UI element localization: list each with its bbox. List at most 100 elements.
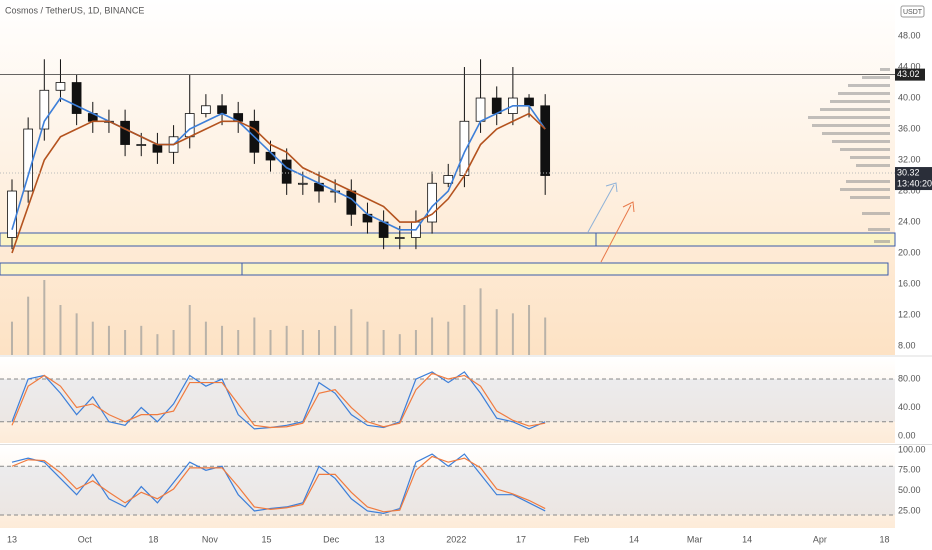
volume-bar xyxy=(91,321,94,355)
volume-bar xyxy=(172,330,175,355)
candle-body xyxy=(71,82,82,114)
candle-body xyxy=(39,89,50,130)
candle-body xyxy=(7,190,17,238)
y-tick-label: 32.00 xyxy=(898,154,921,164)
volume-bar xyxy=(10,321,13,355)
candle-body xyxy=(540,105,551,176)
candle-body xyxy=(184,113,195,138)
band xyxy=(0,466,895,516)
volume-bar xyxy=(269,330,272,355)
y-tick-label: 0.00 xyxy=(898,430,916,440)
candle-body xyxy=(136,144,147,146)
volume-bar xyxy=(140,325,143,355)
candle-body xyxy=(459,120,470,176)
volume-bar xyxy=(27,296,30,355)
volume-bar xyxy=(237,330,240,355)
volume-bar xyxy=(447,321,450,355)
zone xyxy=(0,232,896,247)
volume-bar xyxy=(253,317,256,355)
x-tick-label: Nov xyxy=(202,534,219,544)
y-tick-label: 50.00 xyxy=(898,485,921,495)
candle-body xyxy=(297,182,308,185)
x-tick-label: 13 xyxy=(375,534,385,544)
level-label: 43.02 xyxy=(897,69,920,79)
level-tag xyxy=(895,68,925,81)
zone xyxy=(0,262,889,276)
line xyxy=(11,97,546,231)
currency-box xyxy=(900,5,925,18)
line xyxy=(11,112,546,254)
candle-body xyxy=(281,159,292,184)
plot-area xyxy=(0,371,895,430)
x-tick-label: 13 xyxy=(7,534,17,544)
last-price-label: 30.32 xyxy=(897,167,920,177)
y-tick-label: 48.00 xyxy=(898,30,921,40)
volume-bar xyxy=(156,334,159,355)
line xyxy=(11,455,546,513)
plot-area xyxy=(0,453,895,516)
candle-body xyxy=(23,128,33,192)
volume-bar xyxy=(221,325,224,355)
y-tick-label: 40.00 xyxy=(898,402,921,412)
volume-bar xyxy=(511,313,514,355)
volume-bar xyxy=(317,330,320,355)
y-tick-label: 20.00 xyxy=(898,247,921,257)
x-tick-label: Mar xyxy=(687,534,703,544)
x-tick-label: Apr xyxy=(813,534,827,544)
volume-bar xyxy=(188,305,191,355)
plot-area xyxy=(7,59,551,355)
volume-bar xyxy=(366,321,369,355)
volume-bar xyxy=(398,334,401,355)
volume-bar xyxy=(124,330,127,355)
y-tick-label: 16.00 xyxy=(898,278,921,288)
y-tick-label: 80.00 xyxy=(898,373,921,383)
volume-bar xyxy=(75,313,78,355)
y-tick-label: 8.00 xyxy=(898,340,916,350)
y-tick-label: 44.00 xyxy=(898,61,921,71)
y-tick-label: 12.00 xyxy=(898,309,921,319)
arrow xyxy=(587,182,635,263)
y-tick-label: 25.00 xyxy=(898,505,921,515)
volume-bar xyxy=(107,325,110,355)
currency: USDT xyxy=(903,9,923,16)
candle-body xyxy=(201,105,211,114)
candle-body xyxy=(55,82,66,91)
y-tick-label: 75.00 xyxy=(898,465,921,475)
y-tick-label: 36.00 xyxy=(898,123,921,133)
candle-body xyxy=(152,144,163,153)
volume-bar xyxy=(301,330,304,355)
candle-body xyxy=(394,237,405,239)
candle-body xyxy=(524,97,534,107)
x-tick-label: 2022 xyxy=(446,534,466,544)
volume-bar xyxy=(350,309,353,355)
candle-body xyxy=(475,97,486,122)
volume-bar xyxy=(382,330,385,355)
y-tick-label: 24.00 xyxy=(898,216,921,226)
volume-bar xyxy=(495,309,498,355)
volume-profile xyxy=(808,68,890,243)
volume-bar xyxy=(431,317,434,355)
x-tick-label: Feb xyxy=(574,534,590,544)
volume-bar xyxy=(479,288,482,355)
x-tick-label: Oct xyxy=(78,534,93,544)
x-tick-label: 15 xyxy=(261,534,271,544)
volume-bar xyxy=(59,305,62,355)
x-tick-label: 18 xyxy=(148,534,158,544)
y-tick-label: 40.00 xyxy=(898,92,921,102)
volume-bar xyxy=(463,305,466,355)
x-tick-label: 17 xyxy=(516,534,526,544)
volume-bar xyxy=(334,325,337,355)
volume-bar xyxy=(285,325,288,355)
x-tick-label: 14 xyxy=(629,534,639,544)
countdown: 13:40:20 xyxy=(897,178,932,188)
y-tick-label: 100.00 xyxy=(898,444,926,454)
candle-body xyxy=(217,105,227,114)
x-tick-label: 14 xyxy=(742,534,752,544)
x-tick-label: 18 xyxy=(879,534,889,544)
line xyxy=(11,372,546,429)
volume-bar xyxy=(544,317,547,355)
volume-bar xyxy=(204,321,207,355)
last-price-tag xyxy=(895,167,932,191)
volume-bar xyxy=(414,330,417,355)
y-tick-label: 28.00 xyxy=(898,185,921,195)
